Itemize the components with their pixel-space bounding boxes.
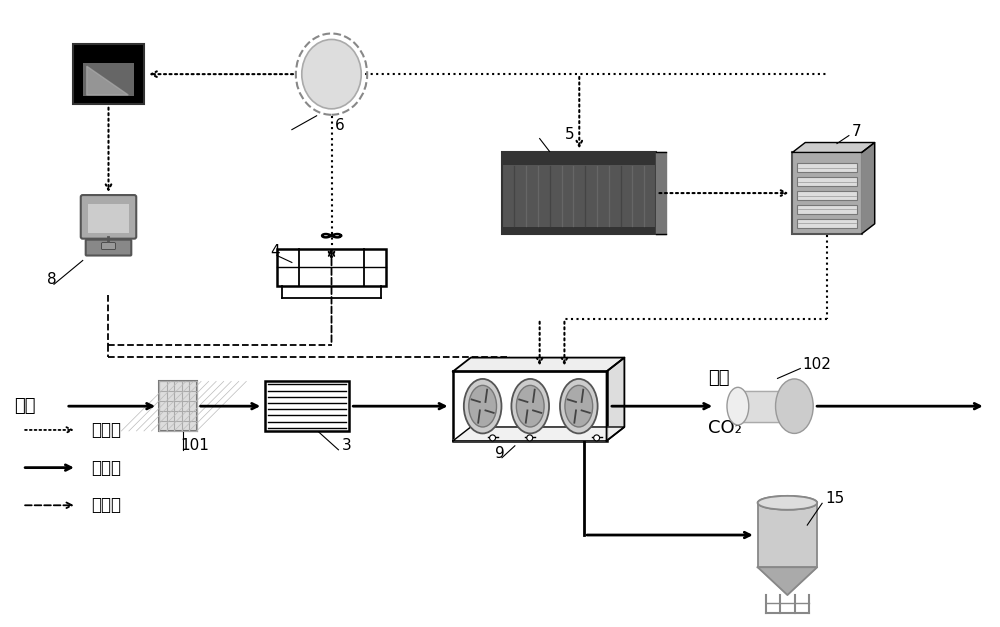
Polygon shape: [453, 357, 624, 371]
FancyBboxPatch shape: [102, 243, 115, 250]
Text: 102: 102: [802, 357, 831, 372]
Text: 物质流: 物质流: [92, 458, 122, 477]
Polygon shape: [607, 357, 624, 441]
FancyBboxPatch shape: [73, 45, 144, 104]
Ellipse shape: [776, 379, 813, 433]
Text: 空气: 空气: [14, 397, 36, 415]
Text: 8: 8: [47, 272, 57, 287]
FancyBboxPatch shape: [758, 503, 817, 567]
FancyBboxPatch shape: [502, 152, 656, 166]
Polygon shape: [87, 66, 128, 95]
FancyBboxPatch shape: [83, 63, 134, 96]
FancyBboxPatch shape: [797, 177, 857, 186]
FancyBboxPatch shape: [265, 381, 349, 431]
Ellipse shape: [727, 387, 749, 425]
Polygon shape: [738, 391, 794, 421]
FancyBboxPatch shape: [502, 227, 656, 234]
Text: 能量流: 能量流: [92, 421, 122, 439]
FancyBboxPatch shape: [159, 381, 197, 431]
Polygon shape: [792, 142, 875, 152]
Text: 尾气: 尾气: [708, 369, 730, 387]
FancyBboxPatch shape: [797, 205, 857, 214]
FancyBboxPatch shape: [797, 219, 857, 228]
Polygon shape: [656, 152, 666, 234]
FancyBboxPatch shape: [88, 204, 129, 233]
Circle shape: [490, 435, 496, 441]
Polygon shape: [453, 427, 624, 441]
Ellipse shape: [565, 386, 593, 427]
FancyBboxPatch shape: [81, 195, 136, 239]
Ellipse shape: [516, 386, 544, 427]
FancyBboxPatch shape: [86, 240, 131, 256]
FancyBboxPatch shape: [502, 152, 656, 234]
Text: CO₂: CO₂: [708, 419, 742, 437]
Circle shape: [594, 435, 600, 441]
Text: 15: 15: [825, 492, 844, 507]
Text: 3: 3: [341, 438, 351, 453]
Ellipse shape: [560, 379, 598, 433]
FancyBboxPatch shape: [453, 371, 607, 441]
FancyBboxPatch shape: [797, 191, 857, 200]
Text: 信息流: 信息流: [92, 497, 122, 514]
Text: 7: 7: [852, 124, 861, 139]
FancyBboxPatch shape: [277, 248, 386, 287]
Polygon shape: [862, 142, 875, 234]
Ellipse shape: [464, 379, 501, 433]
Ellipse shape: [302, 40, 361, 109]
Text: 6: 6: [335, 118, 344, 133]
Ellipse shape: [511, 379, 549, 433]
Polygon shape: [758, 567, 817, 595]
Ellipse shape: [469, 386, 497, 427]
Text: 4: 4: [270, 243, 280, 258]
Text: 101: 101: [180, 438, 209, 453]
Text: 5: 5: [564, 127, 574, 142]
FancyBboxPatch shape: [794, 399, 812, 413]
Text: 9: 9: [495, 446, 505, 461]
Ellipse shape: [758, 496, 817, 510]
Circle shape: [527, 435, 533, 441]
FancyBboxPatch shape: [792, 152, 862, 234]
Ellipse shape: [758, 496, 817, 510]
FancyBboxPatch shape: [797, 164, 857, 172]
